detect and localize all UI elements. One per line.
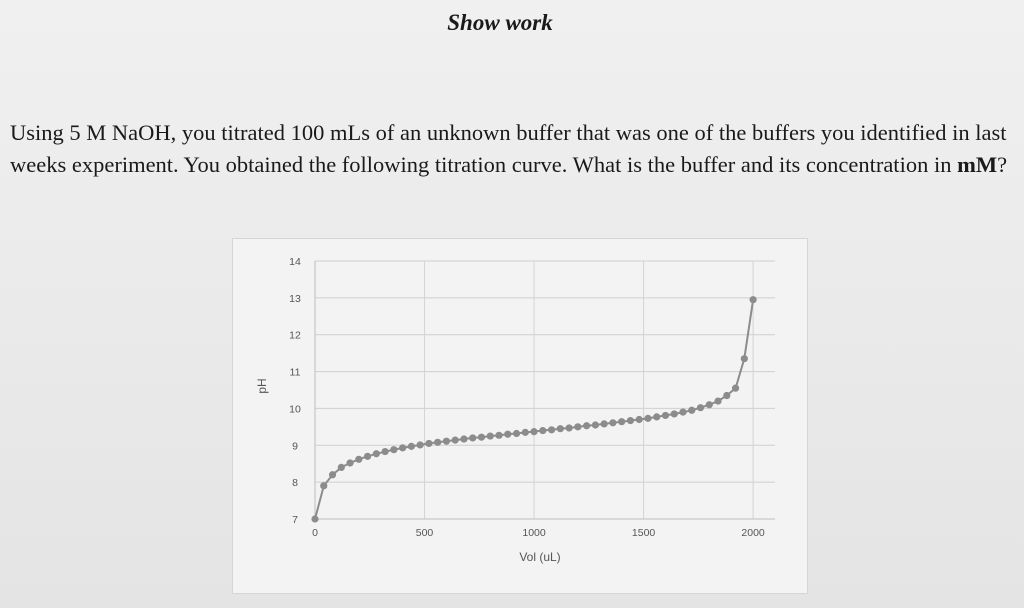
data-point xyxy=(714,397,722,405)
x-tick-label: 1000 xyxy=(522,527,546,539)
data-point xyxy=(723,391,731,400)
data-point xyxy=(328,471,337,479)
data-point xyxy=(477,433,486,441)
data-point xyxy=(425,439,433,448)
question-end: ? xyxy=(997,152,1008,177)
data-point xyxy=(688,406,696,414)
y-tick-label: 10 xyxy=(289,403,301,415)
data-point xyxy=(442,437,451,445)
axes xyxy=(314,261,775,520)
data-point xyxy=(407,442,415,450)
data-point xyxy=(539,426,547,435)
data-point xyxy=(381,447,389,456)
x-tick-label: 1500 xyxy=(632,527,656,539)
data-point xyxy=(486,432,494,440)
y-tick-label: 14 xyxy=(289,256,301,268)
data-point xyxy=(504,430,512,438)
data-point xyxy=(311,515,319,523)
data-point xyxy=(600,420,608,428)
question-unit: mM xyxy=(957,152,998,177)
data-point xyxy=(591,421,599,429)
data-point xyxy=(434,438,442,446)
data-point xyxy=(635,415,643,424)
data-point xyxy=(372,450,380,458)
data-point xyxy=(512,429,521,438)
data-point xyxy=(574,423,582,431)
tick-labels: 7 8 9 10 11 12 13 14 0 500 1000 1500 2000 xyxy=(289,256,765,539)
x-tick-label: 2000 xyxy=(741,527,765,539)
data-point xyxy=(547,426,556,434)
data-point xyxy=(337,463,345,471)
x-tick-label: 0 xyxy=(312,527,318,539)
data-point xyxy=(521,428,529,436)
y-tick-label: 12 xyxy=(289,330,301,342)
data-point xyxy=(583,422,591,430)
data-point xyxy=(679,408,687,416)
data-point xyxy=(749,296,757,304)
data-point xyxy=(530,428,538,436)
data-point xyxy=(653,413,661,421)
data-point xyxy=(416,441,424,449)
data-point xyxy=(363,452,372,460)
data-point xyxy=(609,419,617,427)
data-point xyxy=(469,434,477,442)
grid xyxy=(314,260,775,520)
data-point xyxy=(565,424,573,432)
y-tick-label: 9 xyxy=(292,440,298,452)
data-point xyxy=(626,416,635,425)
data-point xyxy=(740,355,748,363)
data-point xyxy=(556,425,564,433)
data-point xyxy=(346,459,354,467)
data-point xyxy=(355,455,363,463)
y-tick-label: 8 xyxy=(292,477,298,489)
x-axis-title: Vol (uL) xyxy=(519,550,560,564)
chart-svg: 7 8 9 10 11 12 13 14 0 500 1000 1500 2000 Vol (uL) p… xyxy=(255,256,775,564)
question-text: Using 5 M NaOH, you titrated 100 mLs of … xyxy=(10,117,1015,181)
data-point xyxy=(661,411,670,420)
y-tick-label: 7 xyxy=(292,514,298,526)
data-point xyxy=(495,431,503,439)
y-tick-label: 13 xyxy=(289,293,301,305)
data-point xyxy=(670,410,678,418)
titration-chart: 7 8 9 10 11 12 13 14 0 500 1000 1500 2000 Vol (uL) p… xyxy=(232,238,808,594)
page-heading: Show work xyxy=(447,10,553,35)
question-text-main: Using 5 M NaOH, you titrated 100 mLs of … xyxy=(10,120,1007,177)
data-point xyxy=(390,446,398,454)
series xyxy=(311,296,757,523)
data-point xyxy=(644,414,652,422)
y-tick-label: 11 xyxy=(290,367,301,379)
data-point xyxy=(320,482,328,490)
y-axis-title: pH xyxy=(255,378,269,393)
data-point xyxy=(451,436,459,444)
x-tick-label: 500 xyxy=(416,527,434,539)
data-point xyxy=(618,418,626,426)
data-point xyxy=(696,404,705,412)
data-point xyxy=(705,401,713,409)
data-point xyxy=(399,444,407,452)
data-point xyxy=(460,435,468,443)
data-point xyxy=(731,384,740,392)
